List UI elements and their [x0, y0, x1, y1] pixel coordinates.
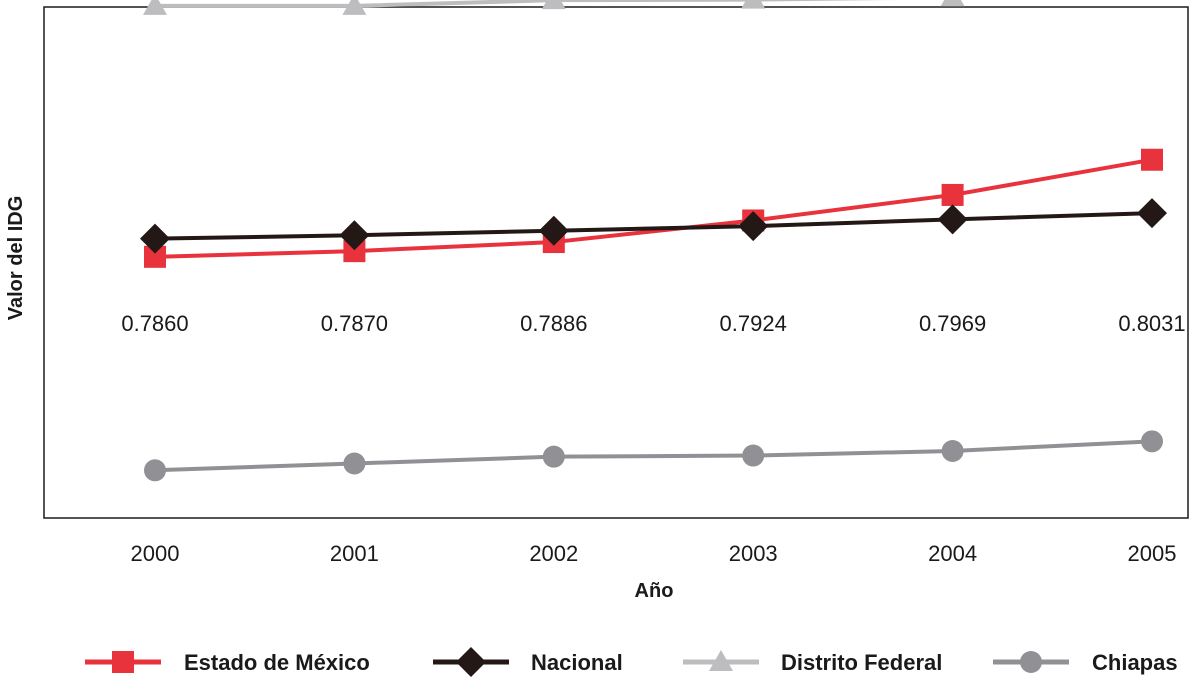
- data-point-chiapas: [1141, 430, 1163, 453]
- series-chiapas: [144, 430, 1163, 482]
- legend-item: Nacional: [433, 647, 623, 677]
- series-layer: [140, 0, 1167, 482]
- data-point-distrito-federal: [541, 0, 566, 10]
- data-point-nacional: [738, 211, 769, 242]
- data-point-estado-de-mexico: [144, 245, 166, 268]
- x-axis-ticks: 2000 2001 2002 2003 2004 2005: [131, 541, 1177, 566]
- legend-item: Estado de México: [85, 650, 370, 675]
- series-line-estado-de-mexico: [154, 157, 1153, 259]
- legend-label: Distrito Federal: [781, 650, 942, 675]
- legend-label: Chiapas: [1092, 650, 1178, 675]
- data-point-chiapas: [742, 444, 765, 467]
- legend-label: Nacional: [531, 650, 623, 675]
- data-point-chiapas: [144, 459, 166, 482]
- y-axis-title: Valor del IDG: [5, 196, 27, 320]
- data-point-nacional: [538, 215, 569, 246]
- data-label-layer: 0.7860 0.7870 0.7886 0.7924 0.7969 0.8031: [121, 311, 1185, 336]
- legend-marker: [709, 650, 733, 671]
- x-axis-title: Año: [635, 580, 674, 602]
- series-estado-de-mexico: [144, 148, 1163, 268]
- series-line-distrito-federal: [155, 0, 896, 8]
- data-point-estado-de-mexico: [1141, 148, 1163, 171]
- data-point-estado-de-mexico: [343, 240, 366, 263]
- x-tick-label: 2005: [1128, 541, 1177, 566]
- data-label: 0.7924: [720, 311, 787, 336]
- data-label: 0.8031: [1118, 311, 1185, 336]
- data-point-distrito-federal: [940, 0, 965, 7]
- x-tick-label: 2002: [529, 541, 578, 566]
- plot-frame: [43, 6, 1189, 519]
- x-tick-label: 2001: [330, 541, 379, 566]
- legend-item: Chiapas: [993, 650, 1178, 675]
- data-point-nacional: [140, 223, 170, 254]
- data-point-chiapas: [542, 445, 565, 468]
- series-nacional: [140, 198, 1167, 254]
- data-point-distrito-federal: [143, 0, 167, 15]
- data-label: 0.7860: [121, 311, 188, 336]
- data-label: 0.7886: [520, 311, 587, 336]
- legend-marker: [456, 647, 486, 677]
- legend-item: Distrito Federal: [683, 650, 942, 675]
- data-point-nacional: [339, 220, 370, 251]
- data-point-distrito-federal: [741, 0, 766, 9]
- data-point-nacional: [937, 204, 968, 235]
- data-point-distrito-federal: [342, 0, 367, 15]
- legend-marker: [1020, 651, 1042, 673]
- series-distrito-federal: [143, 0, 965, 15]
- legend-label: Estado de México: [184, 650, 370, 675]
- x-tick-label: 2000: [131, 541, 180, 566]
- x-tick-label: 2004: [928, 541, 977, 566]
- legend-marker: [112, 651, 134, 673]
- data-label: 0.7870: [321, 311, 388, 336]
- data-point-nacional: [1137, 198, 1167, 229]
- data-point-chiapas: [941, 440, 964, 463]
- x-tick-label: 2003: [729, 541, 778, 566]
- series-line-nacional: [154, 211, 1153, 241]
- legend: Estado de México Nacional Distrito Federal…: [85, 647, 1178, 677]
- data-label: 0.7969: [919, 311, 986, 336]
- data-point-chiapas: [343, 452, 366, 475]
- data-point-estado-de-mexico: [941, 183, 964, 206]
- series-line-chiapas: [154, 439, 1153, 473]
